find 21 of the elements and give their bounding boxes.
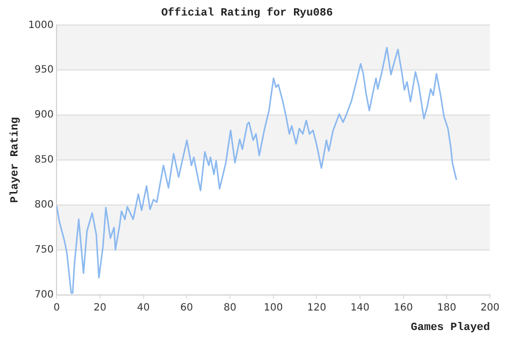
x-tick-label: 80 — [224, 302, 236, 314]
x-tick-label: 40 — [136, 302, 150, 314]
x-tick-label: 20 — [94, 302, 106, 314]
y-tick-label: 800 — [34, 200, 54, 211]
x-tick-label: 160 — [394, 302, 413, 314]
x-tick-label: 140 — [350, 302, 370, 314]
chart-title: Official Rating for Ryu086 — [161, 6, 333, 20]
y-axis-title: Player Rating — [9, 117, 22, 203]
x-axis-title: Games Played — [410, 322, 490, 334]
y-tick-label: 900 — [34, 110, 54, 121]
y-tick-label: 750 — [34, 244, 54, 256]
x-tick-label: 60 — [180, 302, 194, 314]
x-tick-label: 0 — [53, 302, 60, 314]
y-tick-label: 1000 — [28, 20, 54, 31]
y-tick-label: 700 — [34, 289, 54, 300]
y-tick-label: 950 — [34, 64, 54, 76]
x-tick-label: 100 — [264, 302, 283, 314]
x-tick-label: 180 — [437, 302, 456, 314]
y-tick-label: 850 — [34, 154, 54, 166]
x-tick-label: 200 — [480, 302, 500, 314]
x-tick-label: 120 — [307, 302, 326, 314]
